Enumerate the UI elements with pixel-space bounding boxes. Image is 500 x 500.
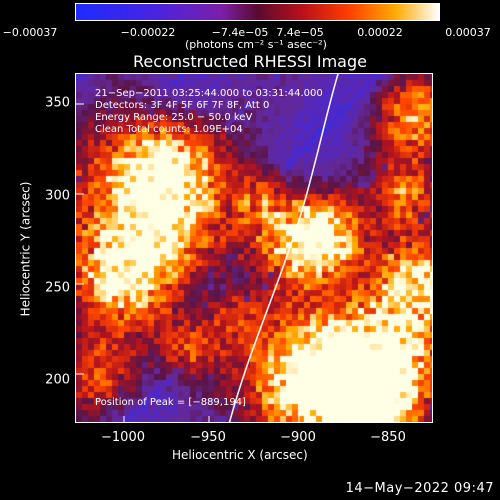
colorbar — [75, 3, 440, 21]
plot-title: Reconstructed RHESSI Image — [133, 52, 367, 71]
colorbar-tick: −7.4e−05 — [211, 26, 269, 39]
x-tick: −1000 — [101, 430, 145, 445]
info-clean-counts: Clean Total counts: 1.09E+04 — [95, 124, 243, 135]
x-axis-label: Heliocentric X (arcsec) — [172, 448, 308, 462]
colorbar-tick: −0.00037 — [2, 26, 58, 39]
info-time-range: 21−Sep−2011 03:25:44.000 to 03:31:44.000 — [95, 88, 323, 99]
colorbar-tick: −0.00022 — [120, 26, 176, 39]
colorbar-gradient — [76, 4, 439, 20]
colorbar-tick: 7.4e−05 — [276, 26, 324, 39]
x-tick: −900 — [280, 430, 316, 445]
info-detectors: Detectors: 3F 4F 5F 6F 7F 8F, Att 0 — [95, 100, 270, 111]
y-tick: 250 — [45, 280, 70, 296]
rhessi-image — [76, 74, 432, 422]
y-tick: 300 — [45, 188, 70, 204]
x-tick: −950 — [190, 430, 226, 445]
peak-position: Position of Peak = [−889,194] — [95, 397, 246, 408]
plot-area — [75, 73, 433, 423]
timestamp: 14−May−2022 09:47 — [345, 481, 494, 496]
colorbar-tick: 0.00037 — [445, 26, 491, 39]
colorbar-tick: 0.00022 — [357, 26, 403, 39]
y-tick: 350 — [45, 95, 70, 111]
y-tick: 200 — [45, 372, 70, 388]
y-axis-label: Heliocentric Y (arcsec) — [18, 181, 33, 317]
x-tick: −850 — [370, 430, 406, 445]
info-energy-range: Energy Range: 25.0 − 50.0 keV — [95, 112, 253, 123]
solar-limb-line — [228, 74, 339, 422]
limb-overlay — [76, 74, 390, 422]
colorbar-units: (photons cm⁻² s⁻¹ asec⁻²) — [185, 38, 327, 51]
